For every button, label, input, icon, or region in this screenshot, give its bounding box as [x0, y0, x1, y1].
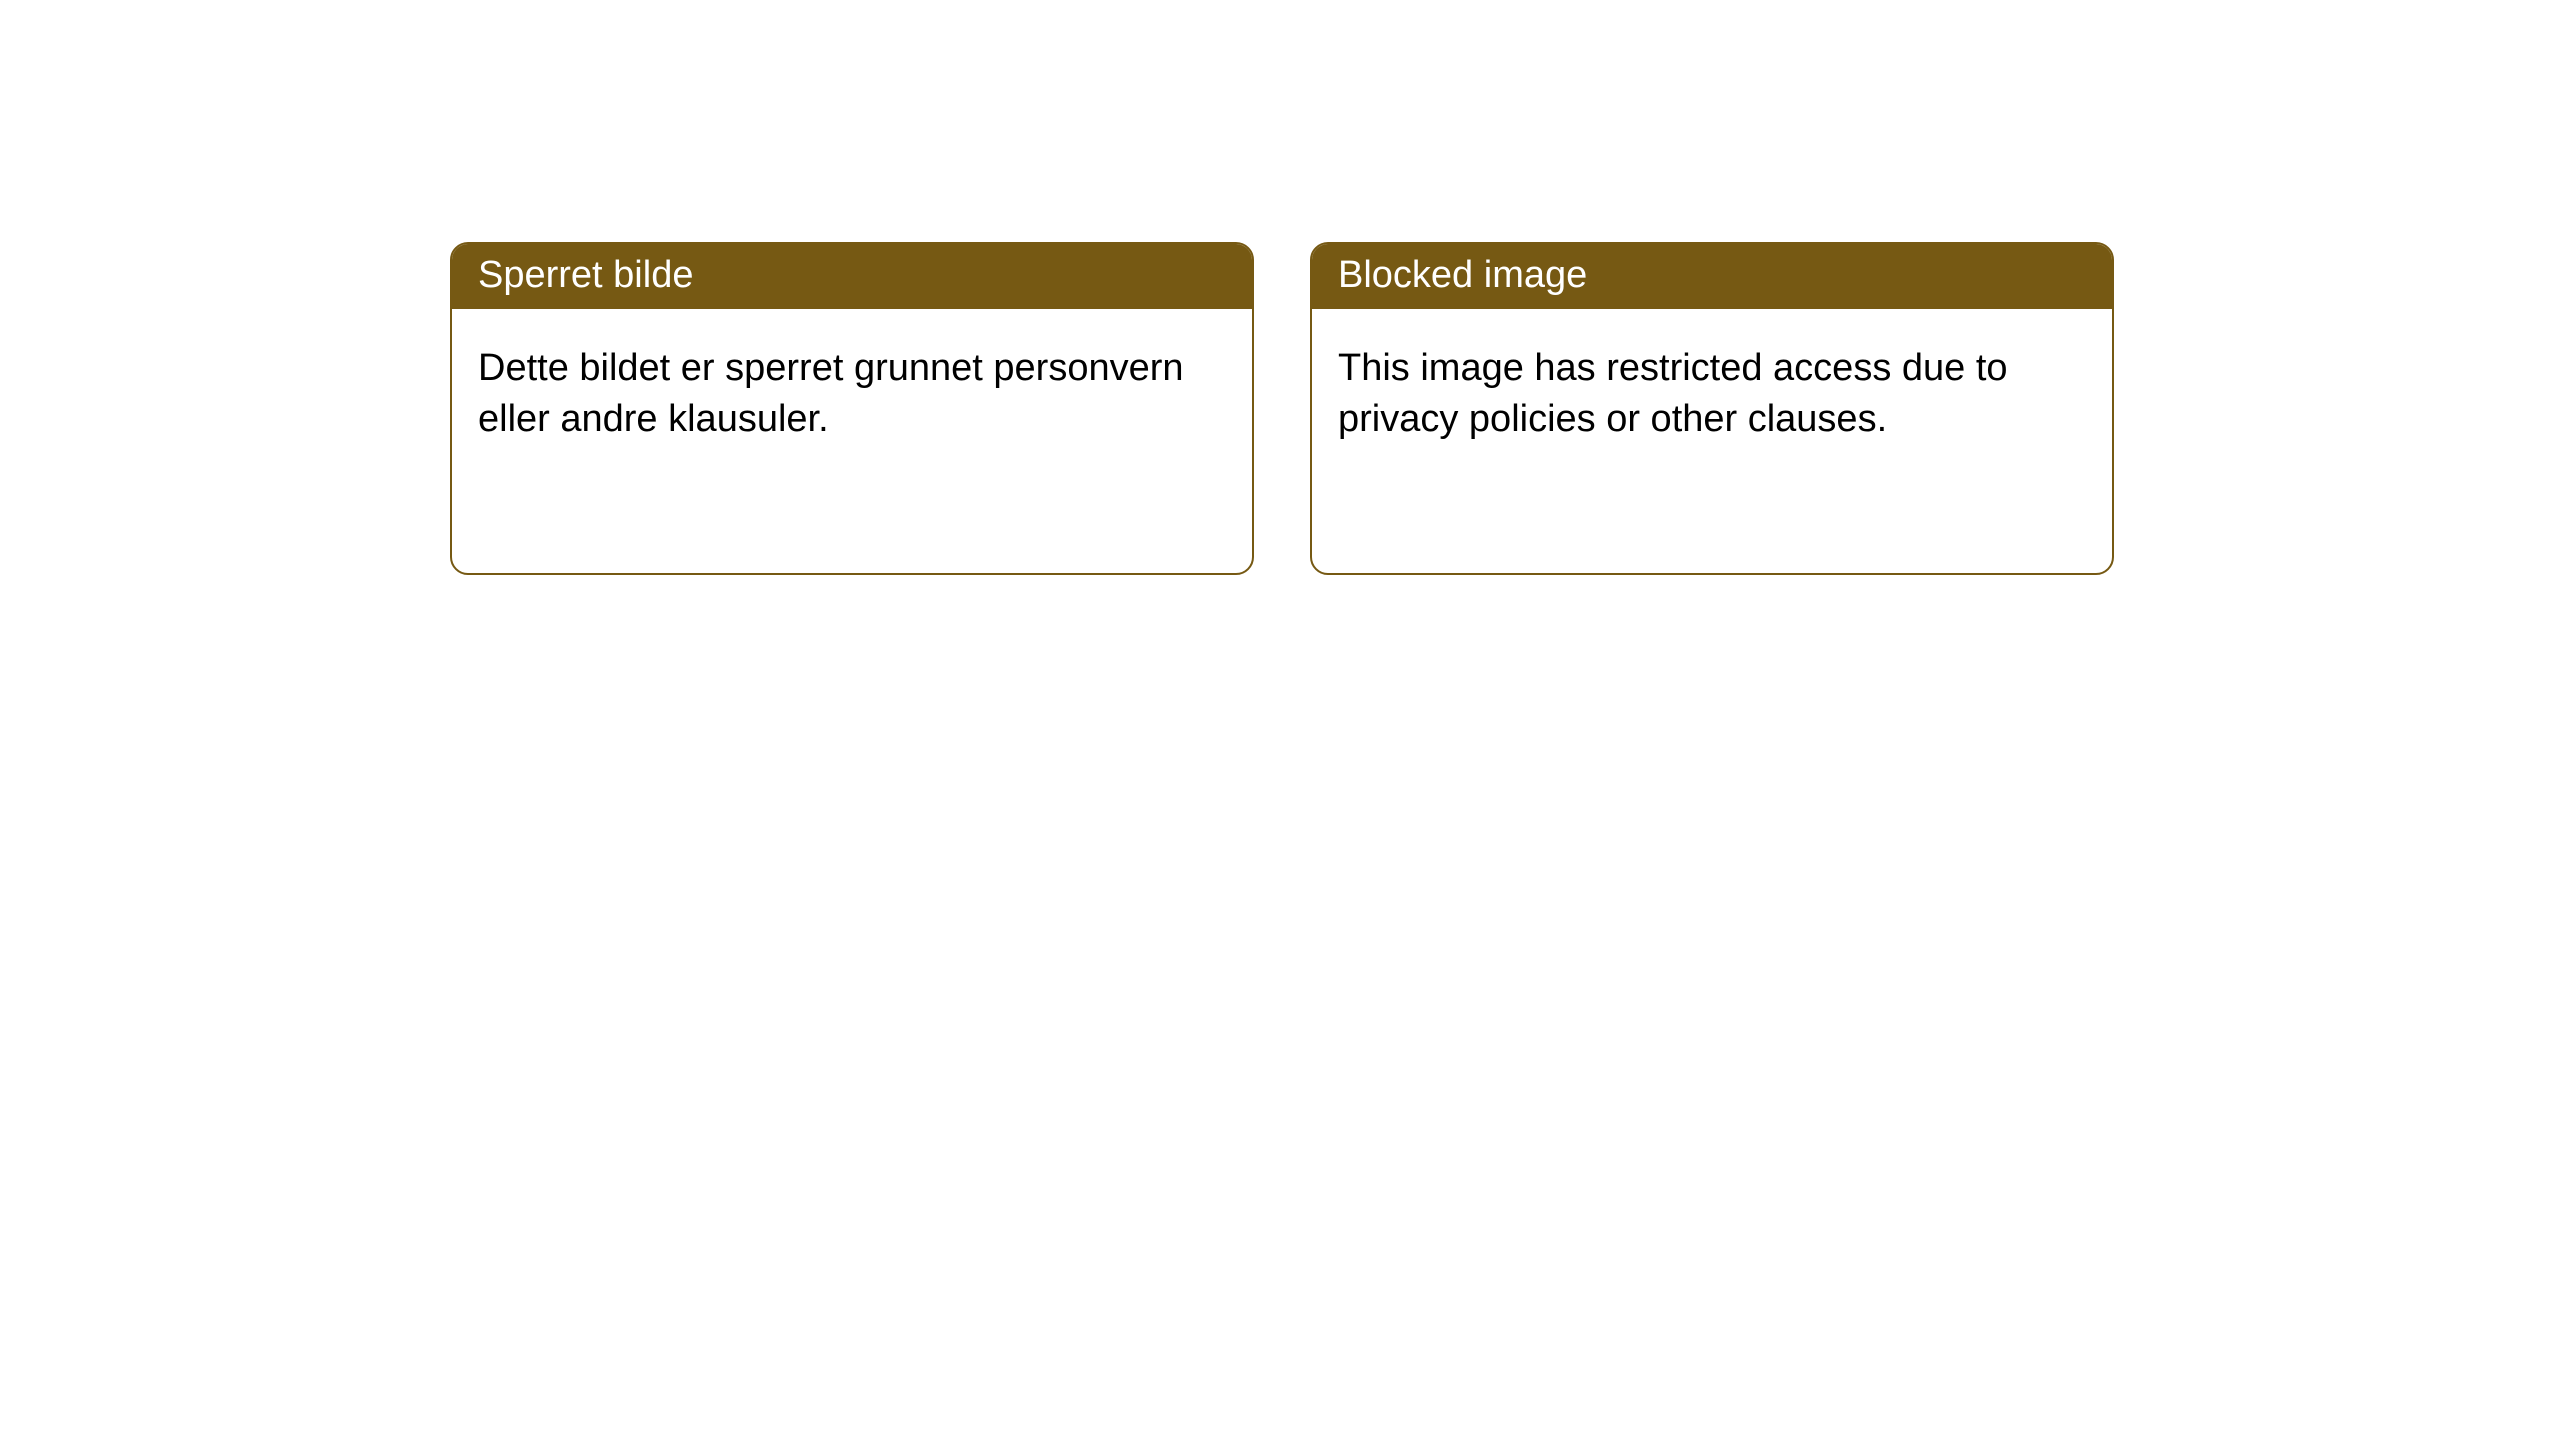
card-text-english: This image has restricted access due to … — [1338, 347, 2008, 440]
notice-card-norwegian: Sperret bilde Dette bildet er sperret gr… — [450, 242, 1254, 575]
card-header-english: Blocked image — [1312, 244, 2112, 309]
card-header-norwegian: Sperret bilde — [452, 244, 1252, 309]
notice-container: Sperret bilde Dette bildet er sperret gr… — [0, 0, 2560, 575]
card-title-norwegian: Sperret bilde — [478, 254, 693, 296]
card-text-norwegian: Dette bildet er sperret grunnet personve… — [478, 347, 1184, 440]
card-body-norwegian: Dette bildet er sperret grunnet personve… — [452, 309, 1252, 480]
notice-card-english: Blocked image This image has restricted … — [1310, 242, 2114, 575]
card-body-english: This image has restricted access due to … — [1312, 309, 2112, 480]
card-title-english: Blocked image — [1338, 254, 1587, 296]
